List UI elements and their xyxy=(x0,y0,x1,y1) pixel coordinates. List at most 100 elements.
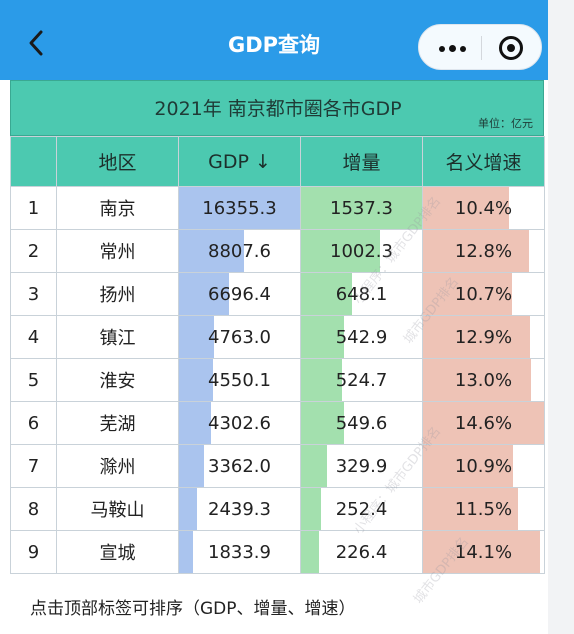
region-cell-value: 镇江 xyxy=(99,328,136,349)
growth-cell: 13.0% xyxy=(422,358,545,402)
region-cell: 镇江 xyxy=(56,315,179,359)
gdp-cell-value: 4763.0 xyxy=(208,326,271,348)
region-cell-value: 马鞍山 xyxy=(90,500,145,521)
increment-cell-bar xyxy=(301,316,344,358)
rank-cell-value: 2 xyxy=(27,240,40,262)
gdp-column-header[interactable]: GDP ↓ xyxy=(178,136,301,187)
growth-cell: 10.9% xyxy=(422,444,545,488)
region-cell-value: 芜湖 xyxy=(99,414,136,435)
gdp-cell-value: 6696.4 xyxy=(208,283,271,305)
region-cell: 扬州 xyxy=(56,272,179,316)
table-row: 9 宣城 1833.9 226.4 14.1% xyxy=(10,530,545,574)
increment-cell-value: 226.4 xyxy=(335,541,388,563)
capsule-divider xyxy=(481,36,482,60)
miniprogram-capsule xyxy=(418,24,542,70)
increment-cell: 549.6 xyxy=(300,401,423,445)
increment-cell-bar xyxy=(301,187,422,229)
gdp-cell-bar xyxy=(179,230,245,272)
region-column-header[interactable]: 地区 xyxy=(56,136,179,187)
region-cell-value: 南京 xyxy=(99,199,136,220)
gdp-cell-value: 4302.6 xyxy=(208,412,271,434)
gdp-cell-bar xyxy=(179,273,229,315)
rank-cell: 8 xyxy=(10,487,57,531)
increment-cell: 542.9 xyxy=(300,315,423,359)
growth-cell-value: 12.8% xyxy=(454,240,513,262)
growth-cell: 11.5% xyxy=(422,487,545,531)
region-cell-value: 淮安 xyxy=(99,371,136,392)
increment-cell-bar xyxy=(301,531,319,573)
table-row: 6 芜湖 4302.6 549.6 14.6% xyxy=(10,401,545,445)
chevron-left-icon xyxy=(29,30,43,56)
gdp-cell: 3362.0 xyxy=(178,444,301,488)
growth-cell-value: 10.7% xyxy=(454,283,513,305)
rank-cell: 5 xyxy=(10,358,57,402)
growth-cell-value: 14.6% xyxy=(454,412,513,434)
gdp-cell-bar xyxy=(179,531,193,573)
growth-cell-value: 10.4% xyxy=(454,197,513,219)
gdp-cell: 1833.9 xyxy=(178,530,301,574)
region-cell: 宣城 xyxy=(56,530,179,574)
more-dots-icon xyxy=(439,46,445,52)
rank-cell-value: 4 xyxy=(27,326,40,348)
growth-cell: 12.8% xyxy=(422,229,545,273)
more-button[interactable] xyxy=(427,28,477,68)
growth-cell-bar xyxy=(423,488,519,530)
rank-cell: 2 xyxy=(10,229,57,273)
back-button[interactable] xyxy=(22,28,52,58)
gdp-cell-bar xyxy=(179,402,211,444)
region-cell: 滁州 xyxy=(56,444,179,488)
increment-cell-value: 1002.3 xyxy=(330,240,393,262)
increment-cell: 329.9 xyxy=(300,444,423,488)
rank-cell-value: 1 xyxy=(27,197,40,219)
growth-cell-value: 11.5% xyxy=(454,498,513,520)
growth-cell: 10.7% xyxy=(422,272,545,316)
navigation-bar: GDP查询 xyxy=(0,0,548,80)
gdp-cell: 4302.6 xyxy=(178,401,301,445)
gdp-cell-value: 1833.9 xyxy=(208,541,271,563)
growth-column-header[interactable]: 名义增速 xyxy=(422,136,545,187)
table-header-row: 地区 GDP ↓ 增量 名义增速 xyxy=(10,136,545,187)
increment-cell-value: 524.7 xyxy=(335,369,388,391)
growth-cell-value: 13.0% xyxy=(454,369,513,391)
gdp-cell: 4763.0 xyxy=(178,315,301,359)
increment-cell: 648.1 xyxy=(300,272,423,316)
region-cell: 南京 xyxy=(56,186,179,230)
rank-cell: 4 xyxy=(10,315,57,359)
table-title: 2021年 南京都市圈各市GDP xyxy=(154,98,402,120)
region-cell: 马鞍山 xyxy=(56,487,179,531)
growth-cell-value: 12.9% xyxy=(454,326,513,348)
table-row: 3 扬州 6696.4 648.1 10.7% xyxy=(10,272,545,316)
rank-cell: 9 xyxy=(10,530,57,574)
gdp-cell-bar xyxy=(179,359,213,401)
increment-cell-value: 549.6 xyxy=(335,412,388,434)
table-row: 1 南京 16355.3 1537.3 10.4% xyxy=(10,186,545,230)
growth-cell-bar xyxy=(423,445,514,487)
rank-cell-value: 9 xyxy=(27,541,40,563)
rank-cell: 3 xyxy=(10,272,57,316)
growth-cell: 12.9% xyxy=(422,315,545,359)
table-row: 2 常州 8807.6 1002.3 12.8% xyxy=(10,229,545,273)
region-cell-value: 扬州 xyxy=(99,285,136,306)
increment-column-header[interactable]: 增量 xyxy=(300,136,423,187)
growth-cell: 14.1% xyxy=(422,530,545,574)
growth-cell-bar xyxy=(423,531,540,573)
gdp-cell-bar xyxy=(179,187,300,229)
increment-cell-bar xyxy=(301,402,345,444)
table-row: 8 马鞍山 2439.3 252.4 11.5% xyxy=(10,487,545,531)
increment-cell: 226.4 xyxy=(300,530,423,574)
increment-cell: 524.7 xyxy=(300,358,423,402)
unit-label: 单位：亿元 xyxy=(478,117,533,130)
region-cell-value: 常州 xyxy=(99,242,136,263)
increment-cell-bar xyxy=(301,273,352,315)
close-miniprogram-button[interactable] xyxy=(487,28,535,68)
rank-cell: 6 xyxy=(10,401,57,445)
gdp-cell-value: 4550.1 xyxy=(208,369,271,391)
rank-column-header xyxy=(10,136,57,187)
increment-cell-value: 648.1 xyxy=(335,283,388,305)
growth-cell-value: 14.1% xyxy=(454,541,513,563)
increment-cell-bar xyxy=(301,230,380,272)
region-cell-value: 滁州 xyxy=(99,457,136,478)
increment-cell: 252.4 xyxy=(300,487,423,531)
growth-cell: 10.4% xyxy=(422,186,545,230)
growth-cell-bar xyxy=(423,316,530,358)
